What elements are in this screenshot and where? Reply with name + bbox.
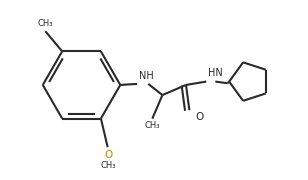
Text: CH₃: CH₃ [144, 121, 160, 130]
Text: O: O [196, 112, 204, 122]
Text: NH: NH [139, 71, 154, 81]
Text: O: O [104, 150, 112, 160]
Text: HN: HN [208, 68, 223, 78]
Text: CH₃: CH₃ [101, 161, 116, 170]
Text: CH₃: CH₃ [38, 19, 53, 28]
